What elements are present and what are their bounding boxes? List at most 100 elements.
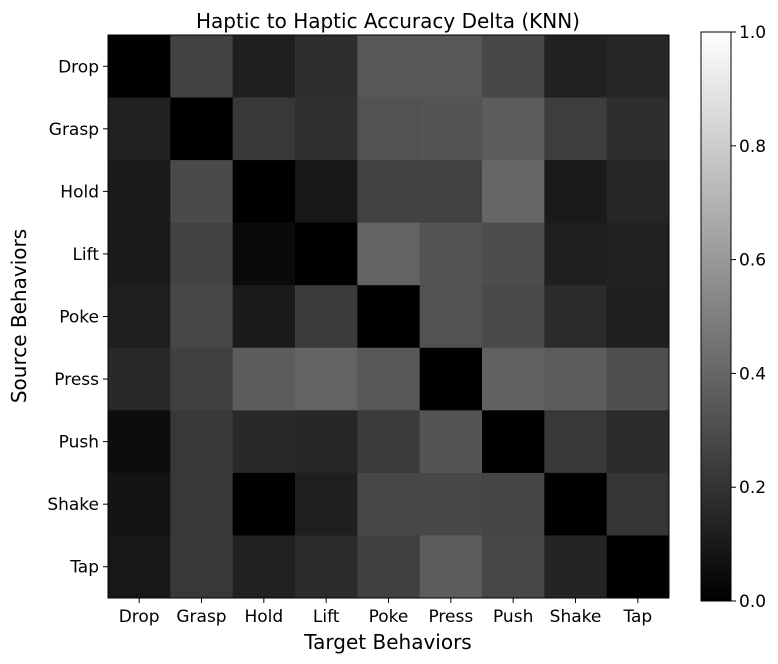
heatmap-cell — [108, 410, 171, 474]
x-tick-label: Shake — [550, 607, 602, 627]
heatmap-cell — [357, 410, 421, 474]
heatmap-cell — [108, 222, 171, 286]
heatmap-cell — [357, 35, 421, 99]
colorbar-ticks: 0.0 0.2 0.4 0.6 0.8 1.0 — [731, 23, 766, 612]
x-tick-label: Lift — [313, 607, 340, 627]
heatmap-cell — [482, 285, 545, 349]
heatmap-cell — [544, 35, 608, 99]
y-tick-label: Drop — [58, 57, 99, 77]
x-tick-label: Hold — [244, 607, 283, 627]
heatmap-cell — [357, 535, 421, 599]
heatmap-cell — [419, 35, 483, 99]
heatmap-cell — [544, 160, 608, 224]
heatmap-cell — [482, 347, 545, 411]
heatmap-cell — [544, 285, 608, 349]
heatmap-cell — [232, 160, 296, 224]
heatmap-cell — [482, 222, 545, 286]
heatmap-cell — [606, 285, 670, 349]
heatmap-cell — [108, 285, 171, 349]
heatmap-cell — [295, 160, 358, 224]
x-ticks: Drop Grasp Hold Lift Poke Press Push Shake Tap — [119, 598, 652, 627]
heatmap-cell — [419, 285, 483, 349]
heatmap-cell — [232, 535, 296, 599]
heatmap-cell — [544, 222, 608, 286]
heatmap-cell — [482, 472, 545, 536]
y-tick-label: Poke — [59, 308, 99, 328]
heatmap-cell — [606, 535, 670, 599]
x-tick-label: Push — [493, 607, 533, 627]
colorbar — [700, 31, 732, 602]
y-tick-label: Shake — [47, 495, 99, 515]
heatmap-cell — [544, 97, 608, 161]
heatmap-cell — [295, 410, 358, 474]
heatmap-cell — [232, 347, 296, 411]
heatmap-cell — [419, 535, 483, 599]
y-tick-label: Lift — [72, 245, 99, 265]
y-tick-label: Press — [54, 370, 99, 390]
heatmap-cell — [232, 35, 296, 99]
heatmap-cell — [295, 535, 358, 599]
heatmap-cell — [419, 97, 483, 161]
heatmap-cell — [419, 347, 483, 411]
heatmap-cell — [295, 472, 358, 536]
heatmap-cell — [108, 472, 171, 536]
heatmap-cell — [295, 222, 358, 286]
heatmap-cell — [108, 35, 171, 99]
x-tick-label: Poke — [369, 607, 409, 627]
heatmap-cell — [295, 285, 358, 349]
heatmap-cell — [108, 160, 171, 224]
heatmap-cell — [544, 472, 608, 536]
heatmap-cell — [170, 35, 234, 99]
colorbar-tick-label: 0.0 — [739, 592, 766, 612]
y-tick-label: Grasp — [49, 120, 99, 140]
colorbar-tick-label: 0.8 — [739, 137, 766, 157]
heatmap-cell — [544, 535, 608, 599]
heatmap-cell — [232, 222, 296, 286]
heatmap-cell — [170, 410, 234, 474]
x-tick-label: Drop — [119, 607, 160, 627]
y-axis-label: Source Behaviors — [7, 229, 31, 403]
heatmap-cell — [170, 535, 234, 599]
heatmap-cell — [108, 347, 171, 411]
colorbar-tick-label: 0.6 — [739, 251, 766, 271]
heatmap-cell — [419, 160, 483, 224]
y-tick-label: Tap — [69, 558, 99, 578]
heatmap-cell — [482, 535, 545, 599]
heatmap-cell — [357, 97, 421, 161]
heatmap-cell — [108, 535, 171, 599]
heatmap-cell — [482, 160, 545, 224]
heatmap-cell — [170, 472, 234, 536]
heatmap-cell — [482, 410, 545, 474]
heatmap-cell — [170, 97, 234, 161]
y-tick-label: Push — [59, 433, 99, 453]
heatmap-cell — [482, 35, 545, 99]
heatmap-cell — [357, 472, 421, 536]
heatmap-cell — [232, 97, 296, 161]
heatmap-cell — [295, 35, 358, 99]
x-axis-label: Target Behaviors — [303, 630, 471, 654]
heatmap-cell — [357, 347, 421, 411]
heatmap-cell — [170, 285, 234, 349]
heatmap-cell — [544, 347, 608, 411]
heatmap-cell — [232, 472, 296, 536]
heatmap-cell — [170, 222, 234, 286]
heatmap-cell — [606, 347, 670, 411]
y-ticks: Drop Grasp Hold Lift Poke Press Push Shake Tap — [47, 57, 108, 578]
chart-title: Haptic to Haptic Accuracy Delta (KNN) — [196, 9, 580, 33]
x-tick-label: Grasp — [176, 607, 226, 627]
heatmap-cell — [232, 285, 296, 349]
colorbar-tick-label: 0.2 — [739, 478, 766, 498]
heatmap-cell — [295, 97, 358, 161]
colorbar-tick-label: 1.0 — [739, 23, 766, 43]
colorbar-tick-label: 0.4 — [739, 364, 766, 384]
heatmap-cell — [482, 97, 545, 161]
heatmap-cell — [606, 222, 670, 286]
heatmap-cell — [606, 472, 670, 536]
heatmap-cell — [419, 410, 483, 474]
heatmap-cell — [419, 222, 483, 286]
heatmap-cell — [170, 160, 234, 224]
heatmap-cell — [357, 222, 421, 286]
heatmap-cells — [108, 35, 670, 599]
